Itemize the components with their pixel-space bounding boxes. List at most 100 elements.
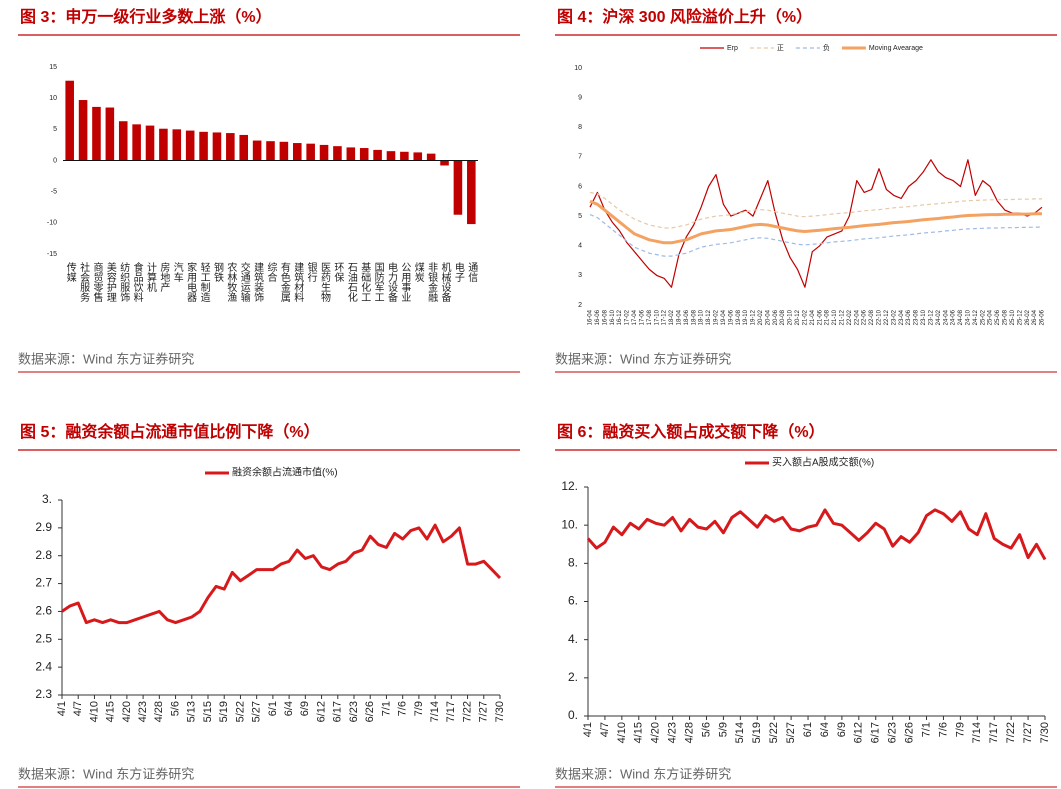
bar [319,144,329,161]
x-tick-label: 17-02 [625,309,631,325]
bar [78,100,88,161]
x-tick-label: 5/19 [751,722,763,743]
bar [359,148,369,161]
x-tick-label: 4/28 [153,701,165,722]
chart-panel: 图 5：融资余额占流通市值比例下降（%） 数据来源：Wind 东方证券研究 2.3 2… [18,422,520,788]
x-tick-label: 20-12 [795,309,801,325]
x-tick-label: 19-08 [736,309,742,325]
y-tick-label: 8. [568,556,578,570]
x-tick-label: 6/12 [315,701,327,722]
bar [413,152,423,161]
y-tick-label: 12. [561,479,578,493]
x-tick-label: 7/9 [954,722,966,737]
x-tick-label: 医药生物 [319,262,331,303]
x-tick-label: 6/1 [802,722,814,737]
x-tick-label: 建筑材料 [292,261,304,303]
x-tick-label: 19-12 [751,309,757,325]
x-tick-label: 美容护理 [104,261,116,302]
y-tick-label: 7 [578,154,582,161]
x-tick-label: 5/13 [186,701,198,722]
x-tick-label: 17-10 [654,309,660,325]
x-tick-label: 21-10 [832,309,838,325]
x-tick-label: 19-06 [728,309,734,325]
x-tick-label: 24-04 [943,309,949,325]
y-tick-label: 8 [578,124,582,131]
bar [239,134,249,161]
y-tick-label: 2.6 [35,604,52,618]
y-tick-label: 10 [49,95,57,102]
y-tick-label: 2 [578,302,582,309]
source-note: 数据来源：Wind 东方证券研究 [555,351,731,366]
y-tick-label: -10 [47,220,57,227]
chart-panel: 图 3：申万一级行业多数上涨（%） 数据来源：Wind 东方证券研究 15 10 5 0 -… [18,7,520,373]
x-tick-label: 20-06 [773,309,779,325]
chart-title: 图 6：融资买入额占成交额下降（%） [557,422,825,441]
x-tick-label: 通信 [466,262,478,283]
x-tick-label: 17-12 [662,309,668,325]
x-tick-label: 5/27 [251,701,263,722]
x-tick-label: 传媒 [64,262,76,283]
x-tick-label: 7/30 [1039,722,1051,743]
y-tick-label: 9 [578,94,582,101]
bar [92,106,101,161]
x-tick-label: 22-12 [884,309,890,325]
bar [266,141,275,161]
x-tick-label: 24-08 [958,309,964,325]
x-tick-label: 7/1 [920,722,932,737]
bar [252,140,262,161]
y-tick-label: 2.3 [35,687,52,701]
x-tick-label: 24-06 [951,309,957,325]
x-tick-label: 17-04 [632,309,638,325]
x-tick-label: 20-02 [758,309,764,325]
x-tick-label: 25-04 [988,309,994,325]
x-tick-label: 银行 [305,261,317,283]
x-tick-label: 农林牧渔 [225,261,237,303]
x-tick-label: 商贸零售 [91,261,103,303]
bar [292,143,302,161]
x-tick-label: 20-08 [780,309,786,325]
x-tick-label: 16-12 [617,309,623,325]
x-tick-label: 5/14 [734,722,746,743]
x-tick-label: 16-10 [610,309,616,325]
x-tick-label: 24-12 [973,309,979,325]
bar [132,124,141,161]
x-tick-label: 5/6 [700,722,712,737]
x-tick-label: 4/23 [667,722,679,743]
bar [159,128,168,161]
y-tick-label: 3 [578,272,582,279]
x-tick-label: 7/27 [1022,722,1034,743]
x-tick-label: 21-02 [802,309,808,325]
x-tick-label: 26-02 [1025,309,1031,325]
source-note: 数据来源：Wind 东方证券研究 [555,766,731,781]
y-tick-label: -15 [47,251,57,258]
legend-label: 买入额占A股成交额(%) [772,456,874,469]
x-tick-label: 4/10 [616,722,628,743]
series-line [586,508,1047,561]
bar [386,151,396,161]
bar [145,125,155,161]
x-tick-label: 5/22 [234,701,246,722]
x-tick-label: 7/14 [429,701,441,722]
x-tick-label: 7/1 [380,701,392,716]
x-tick-label: 纺织服饰 [118,261,130,303]
series-line [589,191,1042,229]
x-tick-label: 21-04 [810,309,816,325]
x-tick-label: 基础化工 [359,261,371,302]
chart-panel: 图 4：沪深 300 风险溢价上升（%） 数据来源：Wind 东方证券研究 2 3 4 5… [555,7,1057,373]
x-tick-label: 23-06 [906,309,912,325]
x-tick-label: 17-08 [647,309,653,325]
bar [226,133,235,161]
x-tick-label: 国防军工 [372,262,384,302]
x-tick-label: 7/17 [988,722,1000,743]
bar [65,80,74,161]
legend-label: Erp [727,45,738,52]
x-tick-label: 5/19 [218,701,230,722]
y-tick-label: 3. [42,492,52,506]
x-tick-label: 综合 [265,261,277,283]
x-tick-label: 22-10 [877,309,883,325]
x-tick-label: 7/6 [397,701,409,716]
bar [212,132,222,161]
x-tick-label: 非银金融 [426,262,438,303]
x-tick-label: 7/27 [478,701,490,722]
